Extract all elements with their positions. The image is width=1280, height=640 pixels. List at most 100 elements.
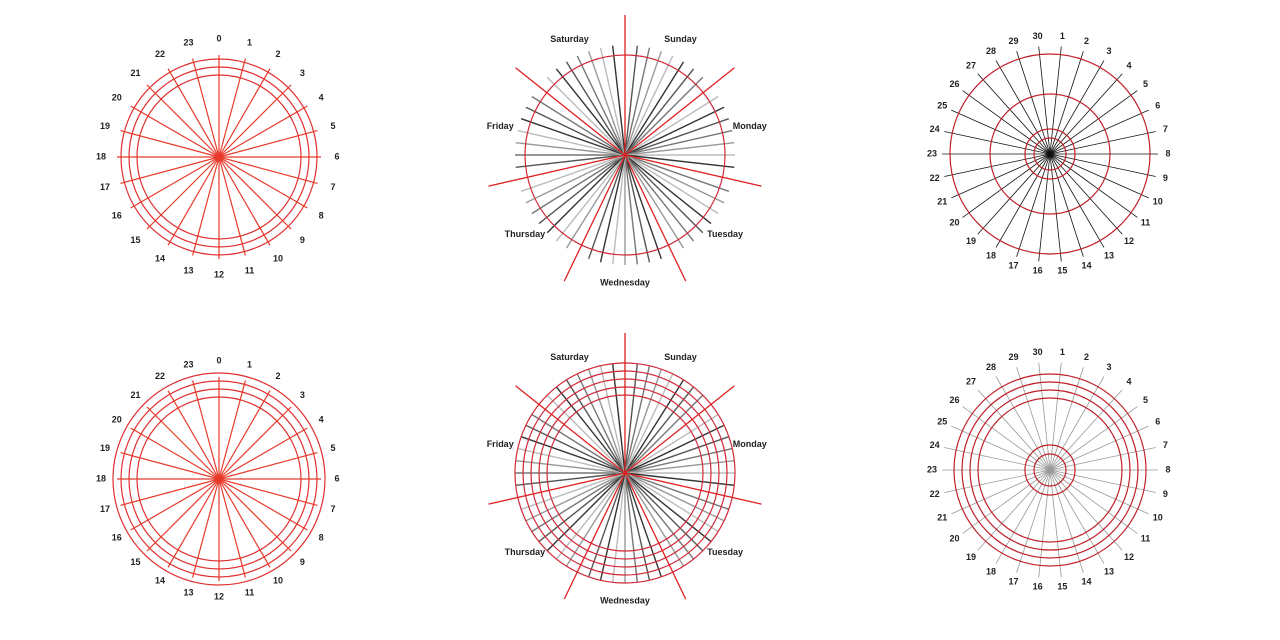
hour-label: 20 xyxy=(112,414,122,424)
day-number: 26 xyxy=(950,395,960,405)
day-number: 24 xyxy=(930,124,940,134)
hour-label: 6 xyxy=(334,151,339,161)
spoke xyxy=(1049,376,1105,471)
day-number: 14 xyxy=(1081,261,1091,271)
spoke xyxy=(531,472,626,533)
spoke xyxy=(611,472,626,583)
spoke xyxy=(130,156,220,209)
hour-label: 0 xyxy=(216,355,221,365)
day-number: 2 xyxy=(1084,352,1089,362)
spoke xyxy=(167,478,220,568)
spoke xyxy=(1049,469,1156,493)
spoke xyxy=(962,90,1051,155)
spoke xyxy=(1049,131,1156,155)
day-number: 28 xyxy=(986,362,996,372)
spoke xyxy=(146,84,220,158)
day-number: 17 xyxy=(1009,577,1019,587)
day-label: Monday xyxy=(733,121,767,131)
hour-label: 13 xyxy=(183,265,193,275)
hour-label: 5 xyxy=(330,121,335,131)
spoke xyxy=(624,365,651,474)
day-label: Sunday xyxy=(664,352,697,362)
spoke xyxy=(218,452,318,480)
day-number: 2 xyxy=(1084,36,1089,46)
spoke xyxy=(515,154,626,169)
spoke xyxy=(1049,153,1149,199)
spoke xyxy=(1016,367,1051,471)
spoke xyxy=(1049,153,1062,262)
day-number: 1 xyxy=(1060,347,1065,357)
day-number: 22 xyxy=(930,173,940,183)
spoke xyxy=(951,153,1051,199)
day-number: 6 xyxy=(1155,100,1160,110)
spoke xyxy=(218,478,246,578)
hour-label: 16 xyxy=(112,210,122,220)
hour-label: 9 xyxy=(300,557,305,567)
day-number: 9 xyxy=(1163,489,1168,499)
spoke xyxy=(944,447,1051,471)
spoke xyxy=(218,130,318,158)
spoke xyxy=(599,472,626,581)
spoke xyxy=(588,368,626,474)
spoke xyxy=(218,390,271,480)
spoke xyxy=(611,45,626,156)
spoke xyxy=(546,394,626,474)
spoke xyxy=(576,373,626,474)
hour-label: 21 xyxy=(131,390,141,400)
day-number: 8 xyxy=(1165,148,1170,158)
day-divider xyxy=(624,472,687,600)
day-number: 4 xyxy=(1126,377,1131,387)
hour-label: 18 xyxy=(96,151,106,161)
spoke xyxy=(624,386,695,474)
day-number: 7 xyxy=(1163,124,1168,134)
day-divider xyxy=(488,154,626,187)
spoke xyxy=(218,105,308,158)
spoke xyxy=(531,95,626,156)
hour-label: 5 xyxy=(330,443,335,453)
spoke xyxy=(192,478,220,578)
spoke xyxy=(624,368,662,474)
spoke xyxy=(624,472,651,581)
hour-label: 0 xyxy=(216,33,221,43)
spoke xyxy=(995,376,1051,471)
spoke xyxy=(218,156,246,256)
ring xyxy=(989,93,1111,215)
day-label: Thursday xyxy=(505,229,546,239)
spoke xyxy=(192,380,220,480)
day-number: 30 xyxy=(1033,347,1043,357)
hour-label: 8 xyxy=(319,532,324,542)
spoke xyxy=(218,406,292,480)
ring xyxy=(1033,137,1067,171)
day-number: 20 xyxy=(950,218,960,228)
spoke xyxy=(624,373,674,474)
day-divider xyxy=(624,472,762,505)
day-number: 19 xyxy=(966,552,976,562)
spoke xyxy=(120,130,220,158)
spoke xyxy=(624,436,730,474)
spoke xyxy=(1049,469,1062,578)
ring xyxy=(961,381,1139,559)
hour-label: 9 xyxy=(300,235,305,245)
spoke xyxy=(1049,90,1138,155)
hour-label: 15 xyxy=(131,235,141,245)
spoke xyxy=(1049,469,1123,551)
hour-label: 23 xyxy=(183,37,193,47)
spoke xyxy=(192,58,220,158)
spoke xyxy=(944,469,1051,493)
day-number: 13 xyxy=(1104,567,1114,577)
spoke xyxy=(130,478,220,531)
spoke xyxy=(624,472,685,567)
day-label: Saturday xyxy=(550,34,589,44)
spoke xyxy=(624,154,651,263)
day-number: 30 xyxy=(1033,31,1043,41)
hour-label: 22 xyxy=(155,49,165,59)
spoke xyxy=(951,469,1051,515)
hour-label: 1 xyxy=(247,37,252,47)
spoke xyxy=(624,45,639,156)
hour-label: 19 xyxy=(100,443,110,453)
spoke xyxy=(624,154,639,265)
spoke xyxy=(146,406,220,480)
spoke xyxy=(599,47,626,156)
day-number: 4 xyxy=(1126,61,1131,71)
spoke xyxy=(624,154,719,215)
